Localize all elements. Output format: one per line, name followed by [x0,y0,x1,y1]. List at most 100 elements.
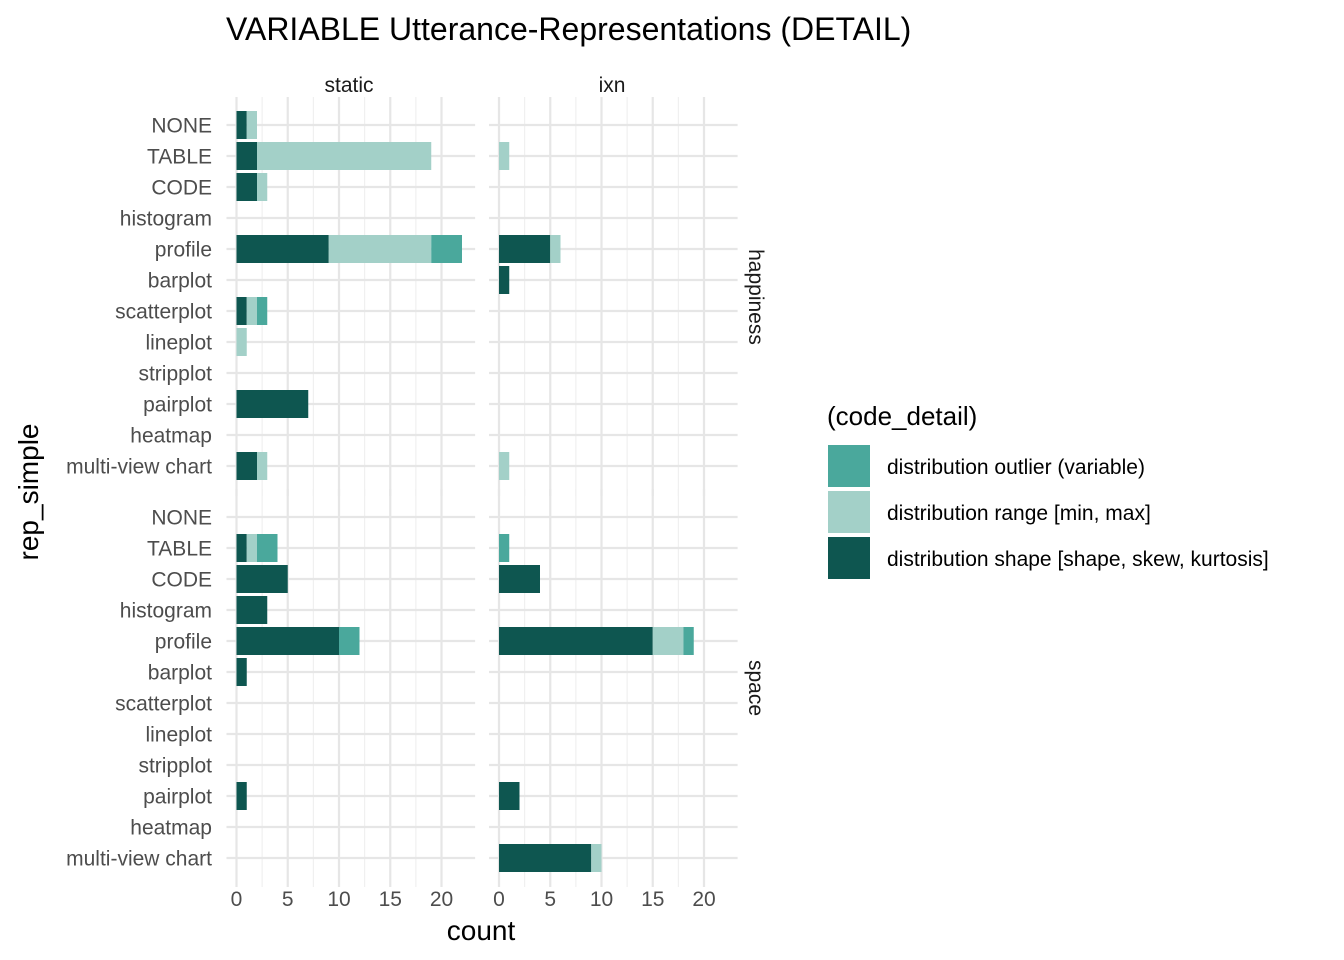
facet-strips: static ixn happiness space [324,74,767,716]
bar-barplot-shape [236,658,247,686]
y-tick-label-code: CODE [151,177,212,200]
x-tick-label: 5 [544,888,556,911]
bar-multi-view-chart-range [499,452,510,480]
bar-multi-view-chart-shape [236,452,257,480]
y-tick-label-histogram: histogram [120,208,212,231]
x-tick-labels: 0 5 10 15 20 0 5 10 15 20 [231,888,716,911]
y-tick-label-multi-view-chart: multi-view chart [66,848,212,871]
bar-none-shape [236,111,247,139]
panel-ixn-happiness [489,97,738,496]
bar-table-outlier [499,534,510,562]
bar-table-shape [236,142,257,170]
column-strip-ixn: ixn [599,74,626,97]
y-tick-label-pairplot: pairplot [143,394,212,417]
bar-pairplot-shape [499,782,520,810]
x-tick-label: 15 [641,888,664,911]
y-tick-labels: NONE TABLE CODE histogram profile barplot scat… [66,115,212,871]
bar-profile-range [550,235,561,263]
row-strip-happiness: happiness [744,249,767,345]
bar-profile-shape [499,627,653,655]
x-tick-label: 5 [282,888,294,911]
legend-items: distribution outlier (variable) distribut… [828,445,1269,579]
legend-swatch [828,537,870,579]
y-tick-label-lineplot: lineplot [145,724,212,747]
y-tick-label-scatterplot: scatterplot [115,301,212,324]
bar-code-range [257,173,268,201]
legend-item-outlier: distribution outlier (variable) [828,445,1145,487]
y-tick-label-none: NONE [151,507,212,530]
bar-table-range [246,534,257,562]
x-axis-label: count [447,915,516,946]
legend-swatch [828,491,870,533]
panel-grid [489,97,738,496]
x-tick-label: 20 [430,888,453,911]
bar-scatterplot-range [246,297,257,325]
bar-profile-shape [499,235,551,263]
panel-grid [226,489,476,887]
bar-profile-shape [236,627,339,655]
bar-profile-outlier [431,235,462,263]
y-tick-label-barplot: barplot [148,662,212,685]
panel-ixn-space [489,489,738,887]
bar-profile-range [652,627,684,655]
y-tick-label-table: TABLE [147,538,212,561]
panel-grid [489,489,738,887]
y-tick-label-stripplot: stripplot [138,755,212,778]
bar-lineplot-range [236,328,247,356]
y-tick-label-profile: profile [155,631,212,654]
facet-panels [226,97,738,887]
bar-pairplot-shape [236,782,247,810]
bar-code-shape [499,565,540,593]
row-strip-space: space [744,660,767,716]
bar-code-shape [236,565,288,593]
legend-label: distribution outlier (variable) [887,456,1145,479]
x-tick-label: 0 [231,888,243,911]
x-tick-label: 15 [379,888,402,911]
legend-item-range: distribution range [min, max] [828,491,1151,533]
y-tick-label-histogram: histogram [120,600,212,623]
bar-multi-view-chart-range [257,452,268,480]
y-tick-label-table: TABLE [147,146,212,169]
bar-multi-view-chart-shape [499,844,592,872]
y-tick-label-barplot: barplot [148,270,212,293]
bar-table-range [257,142,432,170]
bar-profile-outlier [339,627,360,655]
legend: (code_detail) distribution outlier (vari… [827,401,1269,579]
bar-code-shape [236,173,257,201]
legend-title: (code_detail) [827,401,977,431]
bar-table-range [499,142,510,170]
y-tick-label-code: CODE [151,569,212,592]
column-strip-static: static [324,74,373,97]
legend-label: distribution range [min, max] [887,502,1151,525]
bar-profile-outlier [683,627,694,655]
x-tick-label: 20 [692,888,715,911]
y-axis-label: rep_simple [13,424,44,561]
bar-table-outlier [257,534,278,562]
x-tick-label: 10 [590,888,613,911]
y-tick-label-scatterplot: scatterplot [115,693,212,716]
bar-profile-shape [236,235,329,263]
bar-profile-range [328,235,432,263]
y-tick-label-pairplot: pairplot [143,786,212,809]
x-tick-label: 0 [493,888,505,911]
bar-histogram-shape [236,596,268,624]
y-tick-label-profile: profile [155,239,212,262]
bar-pairplot-shape [236,390,309,418]
legend-item-shape: distribution shape [shape, skew, kurtosi… [828,537,1269,579]
y-tick-label-multi-view-chart: multi-view chart [66,456,212,479]
bar-scatterplot-shape [236,297,247,325]
x-tick-label: 10 [327,888,350,911]
bar-none-range [246,111,257,139]
legend-label: distribution shape [shape, skew, kurtosi… [887,548,1269,571]
y-tick-label-lineplot: lineplot [145,332,212,355]
bar-multi-view-chart-range [591,844,602,872]
legend-swatch [828,445,870,487]
y-tick-label-heatmap: heatmap [130,425,212,448]
bar-barplot-shape [499,266,510,294]
panel-static-space [226,489,476,887]
y-tick-label-heatmap: heatmap [130,817,212,840]
panel-static-happiness [226,97,476,496]
chart-title: VARIABLE Utterance-Representations (DETA… [226,11,911,47]
bar-scatterplot-outlier [257,297,268,325]
